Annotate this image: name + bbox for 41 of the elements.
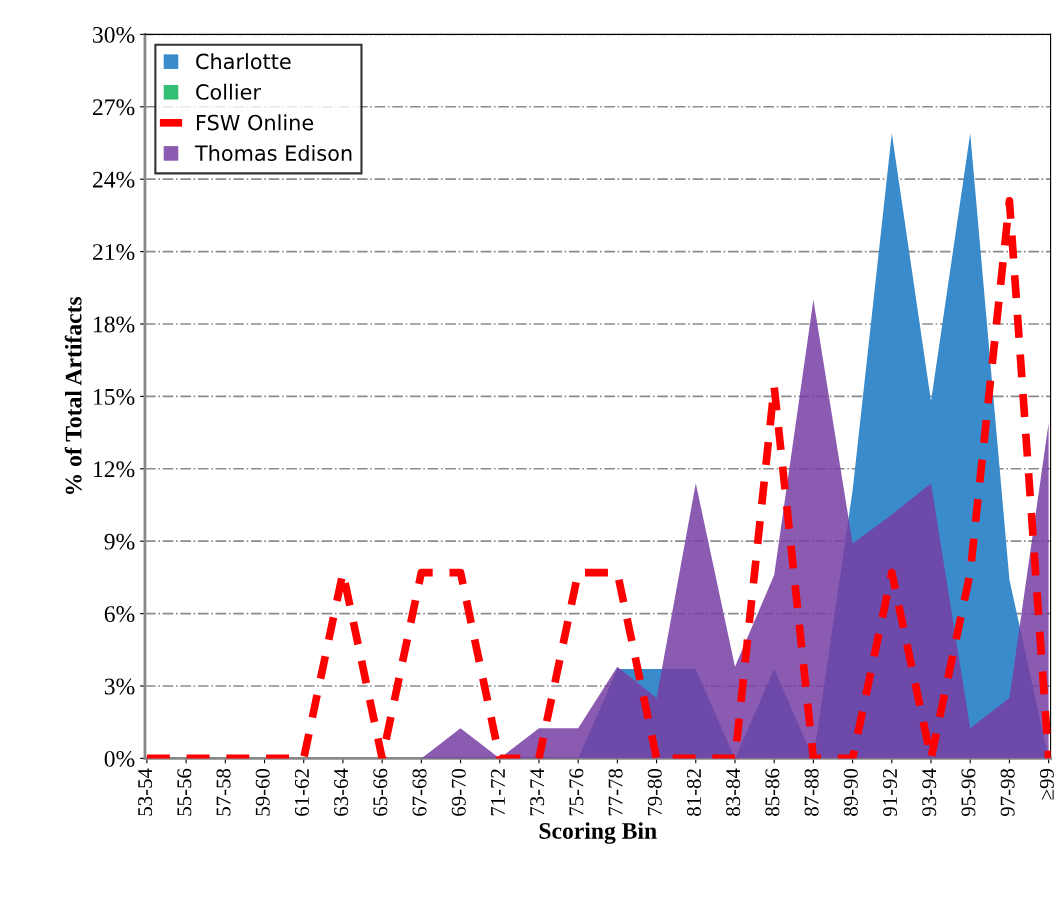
x-tick-label: ≥99 [1039, 768, 1054, 800]
legend-label: Thomas Edison [194, 144, 352, 161]
x-tick-label: 73-74 [530, 768, 545, 816]
x-tick-label: 93-94 [922, 768, 937, 817]
x-tick-label: 71-72 [490, 769, 505, 816]
y-tick-label: 24% [92, 171, 135, 188]
x-tick-label: 53-54 [138, 768, 153, 816]
x-tick-label: 77-78 [608, 768, 623, 816]
x-tick-label: 81-82 [686, 769, 701, 816]
y-tick-label: 9% [104, 533, 135, 550]
x-tick-label: 95-96 [961, 768, 976, 817]
x-tick-label: 67-68 [412, 768, 427, 816]
x-tick-label: 55-56 [177, 768, 192, 816]
y-tick-label: 30% [93, 26, 135, 43]
x-tick-label: 83-84 [726, 768, 741, 816]
y-tick-label: 6% [104, 606, 135, 623]
x-tick-label: 89-90 [843, 768, 858, 816]
y-tick-label: 21% [92, 244, 135, 261]
y-tick-label: 0% [104, 750, 135, 767]
x-tick-label: 63-64 [334, 768, 349, 816]
x-tick-label: 75-76 [569, 768, 584, 816]
y-tick-label: 15% [94, 388, 135, 405]
x-tick-label: 97-98 [1000, 768, 1015, 817]
y-tick-label: 18% [94, 316, 135, 333]
x-axis-title: Scoring Bin [539, 822, 657, 844]
x-tick-label: 87-88 [804, 768, 819, 816]
x-tick-label: 65-66 [373, 768, 388, 816]
legend-label: Collier [196, 83, 261, 100]
y-tick-label: 3% [104, 678, 135, 695]
y-axis-title: % of Total Artifacts [64, 296, 82, 494]
legend-label: FSW Online [196, 114, 314, 131]
x-tick-label: 59-60 [255, 768, 270, 816]
x-tick-label: 91-92 [883, 769, 898, 817]
x-tick-label: 61-62 [294, 769, 309, 816]
x-tick-label: 57-58 [216, 768, 231, 816]
x-tick-label: 85-86 [765, 768, 780, 816]
x-tick-label: 69-70 [451, 768, 466, 816]
legend-label: Charlotte [196, 53, 291, 70]
y-tick-label: 27% [92, 99, 135, 116]
x-tick-label: 79-80 [647, 768, 662, 816]
y-tick-label: 12% [94, 461, 135, 478]
